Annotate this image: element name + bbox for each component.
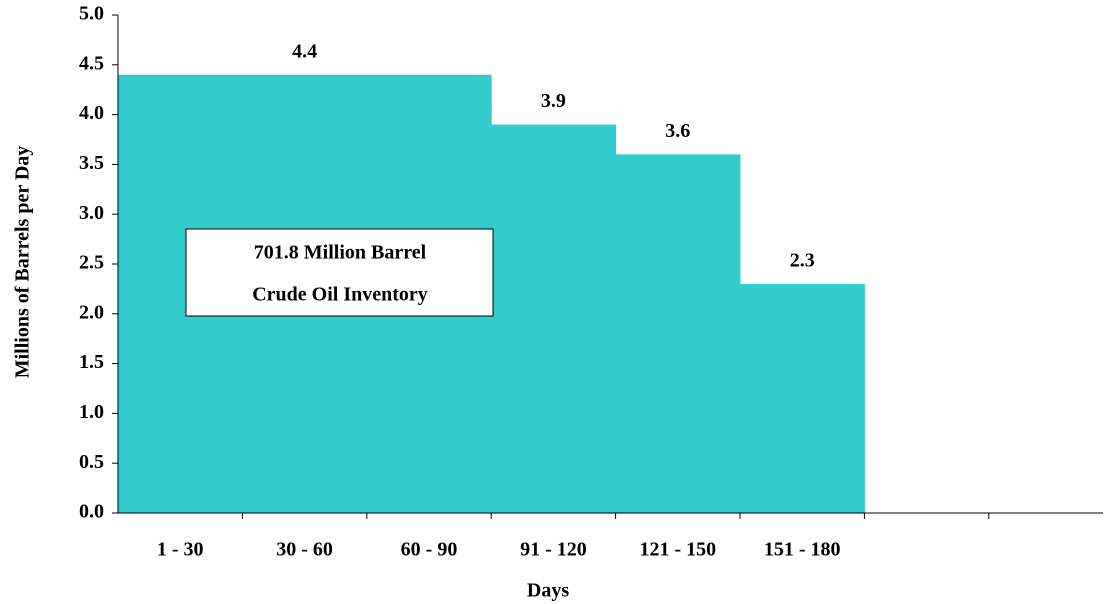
y-tick-label: 0.5: [79, 451, 104, 473]
y-tick-label: 1.0: [79, 401, 104, 423]
y-tick-label: 0.0: [79, 501, 104, 523]
y-tick-label: 2.0: [79, 301, 104, 323]
annotation-text: Crude Oil Inventory: [252, 284, 428, 306]
value-label: 4.4: [292, 40, 317, 62]
x-tick-label: 60 - 90: [401, 539, 458, 561]
y-tick-label: 3.5: [79, 152, 104, 174]
y-tick-label: 3.0: [79, 202, 104, 224]
y-tick-label: 5.0: [79, 3, 104, 25]
bar: [740, 283, 865, 513]
x-tick-label: 151 - 180: [764, 539, 841, 561]
y-tick-label: 2.5: [79, 252, 104, 274]
value-label: 3.6: [665, 120, 690, 142]
x-axis-title: Days: [527, 580, 569, 602]
y-tick-label: 4.5: [79, 52, 104, 74]
y-tick-label: 1.5: [79, 351, 104, 373]
x-tick-label: 91 - 120: [520, 539, 587, 561]
y-tick-label: 4.0: [79, 102, 104, 124]
x-tick-label: 1 - 30: [157, 539, 204, 561]
x-tick-label: 30 - 60: [276, 539, 333, 561]
annotation-box: [185, 228, 494, 317]
value-label: 3.9: [541, 90, 566, 112]
bar: [615, 154, 741, 513]
value-label: 2.3: [790, 250, 815, 272]
annotation-text: 701.8 Million Barrel: [254, 242, 427, 264]
x-tick-label: 121 - 150: [639, 539, 716, 561]
bar: [491, 124, 617, 513]
y-axis-title: Millions of Barrels per Day: [12, 146, 34, 379]
